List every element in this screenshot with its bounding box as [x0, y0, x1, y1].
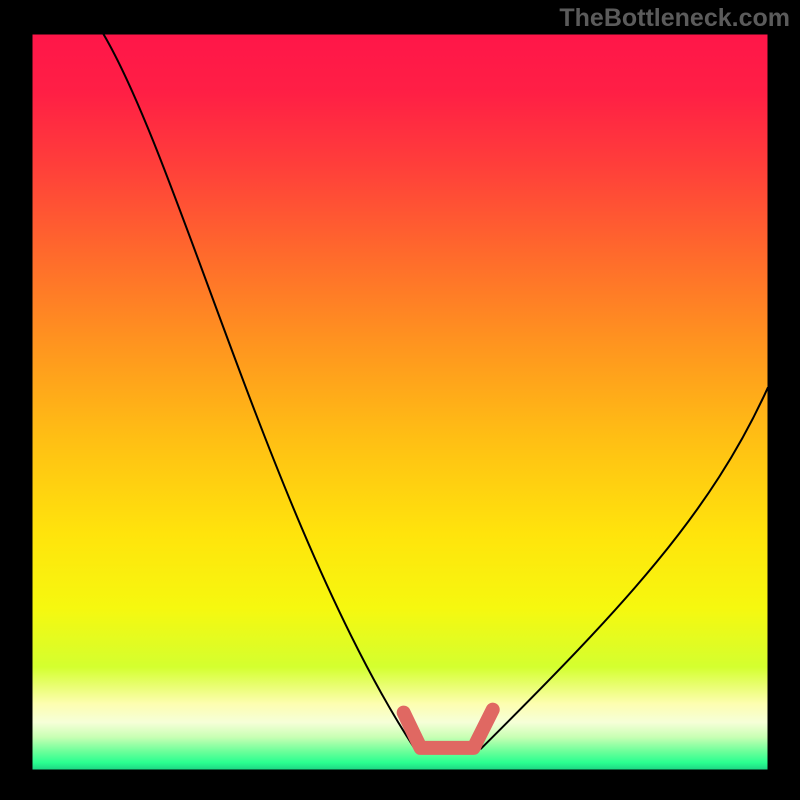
- bottleneck-curve-plot: [0, 0, 800, 800]
- chart-container: TheBottleneck.com: [0, 0, 800, 800]
- gradient-background: [32, 34, 768, 770]
- watermark-text: TheBottleneck.com: [559, 4, 790, 33]
